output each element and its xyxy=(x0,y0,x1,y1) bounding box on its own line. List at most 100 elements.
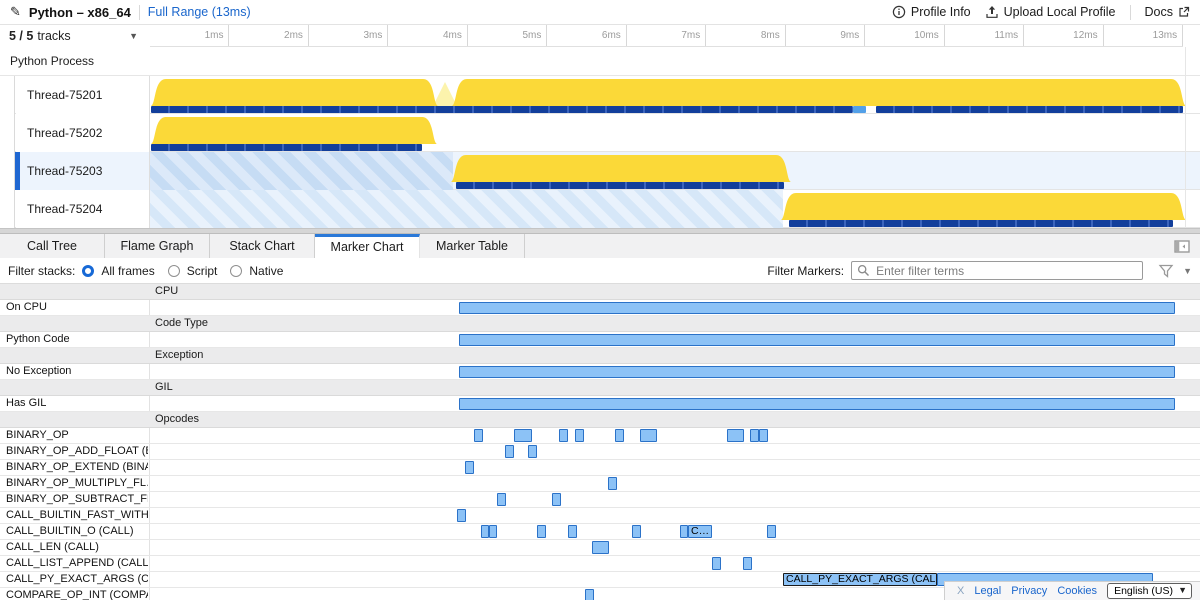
tab-flame-graph[interactable]: Flame Graph xyxy=(105,234,210,258)
marker-row-label: BINARY_OP_MULTIPLY_FL… xyxy=(6,477,148,489)
edit-profile-name-icon[interactable]: ✎ xyxy=(10,4,21,19)
language-select[interactable]: English (US) ▼ xyxy=(1107,583,1192,599)
thread-track-row[interactable]: Thread-75201 xyxy=(0,76,1200,114)
marker-chart-row: BINARY_OP_ADD_FLOAT (B… xyxy=(0,444,1200,460)
process-group-header[interactable]: Python Process xyxy=(0,47,1200,76)
marker[interactable] xyxy=(743,557,752,570)
marker[interactable] xyxy=(750,429,759,442)
marker[interactable] xyxy=(615,429,624,442)
row-divider xyxy=(149,300,150,315)
marker[interactable] xyxy=(592,541,609,554)
marker[interactable] xyxy=(497,493,506,506)
panel-splitter[interactable] xyxy=(0,228,1200,234)
marker-interval-bar[interactable] xyxy=(459,334,1175,346)
cookies-link[interactable]: Cookies xyxy=(1057,585,1098,597)
marker[interactable] xyxy=(575,429,584,442)
marker[interactable] xyxy=(585,589,594,600)
docs-link[interactable]: Docs xyxy=(1145,5,1190,19)
marker-category-header: Opcodes xyxy=(0,412,1200,428)
radio-script-label[interactable]: Script xyxy=(186,263,218,278)
upload-icon xyxy=(985,5,999,19)
marker[interactable] xyxy=(489,525,497,538)
sidebar-toggle-button[interactable] xyxy=(1174,239,1190,253)
tab-marker-chart[interactable]: Marker Chart xyxy=(315,234,420,258)
thread-activity-canvas[interactable] xyxy=(0,152,1200,190)
filter-dropdown-icon[interactable]: ▼ xyxy=(1183,265,1192,276)
thread-activity-canvas[interactable] xyxy=(0,190,1200,228)
marker[interactable] xyxy=(640,429,657,442)
profile-info-button[interactable]: Profile Info xyxy=(892,5,971,19)
row-divider xyxy=(149,556,150,571)
legal-link[interactable]: Legal xyxy=(974,585,1002,597)
marker[interactable] xyxy=(680,525,688,538)
marker[interactable] xyxy=(712,557,721,570)
marker[interactable] xyxy=(552,493,561,506)
tab-call-tree[interactable]: Call Tree xyxy=(0,234,105,258)
marker[interactable]: CALL_PY_EXACT_ARGS (CALL) xyxy=(783,573,937,586)
tracks-dropdown-icon[interactable]: ▼ xyxy=(129,31,138,41)
thread-track-row[interactable]: Thread-75204 xyxy=(0,190,1200,228)
privacy-link[interactable]: Privacy xyxy=(1011,585,1048,597)
marker-interval-bar[interactable] xyxy=(459,366,1175,378)
search-icon xyxy=(857,264,870,280)
divider xyxy=(138,4,140,20)
marker[interactable] xyxy=(559,429,568,442)
radio-native-label[interactable]: Native xyxy=(249,263,284,278)
marker-filter-input[interactable] xyxy=(851,261,1144,280)
marker-category-header: Exception xyxy=(0,348,1200,364)
ruler-tick: 11ms xyxy=(945,25,1025,46)
marker-category-header: GIL xyxy=(0,380,1200,396)
cookie-close-button[interactable]: X xyxy=(956,585,965,597)
thread-track-label[interactable]: Thread-75201 xyxy=(16,76,150,114)
marker-chart-row: On CPU xyxy=(0,300,1200,316)
tab-marker-table[interactable]: Marker Table xyxy=(420,234,525,258)
tab-stack-chart[interactable]: Stack Chart xyxy=(210,234,315,258)
tracks-summary[interactable]: 5 / 5 tracks ▼ xyxy=(9,29,138,43)
interval-markers-bar xyxy=(151,106,853,113)
marker[interactable] xyxy=(505,445,514,458)
marker-interval-bar[interactable] xyxy=(459,398,1175,410)
marker[interactable] xyxy=(608,477,617,490)
timeline-ruler-row: 5 / 5 tracks ▼ 1ms 2ms 3ms 4ms 5ms 6ms 7ms 8ms 9… xyxy=(0,25,1200,47)
filter-funnel-icon[interactable] xyxy=(1158,264,1174,278)
thread-activity-canvas[interactable] xyxy=(0,114,1200,152)
thread-track-label[interactable]: Thread-75202 xyxy=(16,114,150,152)
marker[interactable]: C… xyxy=(688,525,712,538)
radio-native[interactable] xyxy=(230,264,243,277)
track-gutter xyxy=(0,76,15,114)
marker[interactable] xyxy=(767,525,776,538)
row-divider xyxy=(149,428,150,443)
marker[interactable] xyxy=(632,525,641,538)
thread-track-label[interactable]: Thread-75204 xyxy=(16,190,150,228)
marker[interactable] xyxy=(537,525,546,538)
marker-interval-bar[interactable] xyxy=(459,302,1175,314)
radio-all-frames[interactable] xyxy=(82,264,95,277)
marker[interactable] xyxy=(759,429,768,442)
marker[interactable] xyxy=(528,445,537,458)
upload-profile-button[interactable]: Upload Local Profile xyxy=(985,5,1116,19)
marker-row-label: BINARY_OP_EXTEND (BINA… xyxy=(6,461,148,473)
full-range-button[interactable]: Full Range (13ms) xyxy=(147,5,251,19)
thread-track-label[interactable]: Thread-75203 xyxy=(16,152,150,190)
marker[interactable] xyxy=(514,429,532,442)
time-ruler[interactable]: 1ms 2ms 3ms 4ms 5ms 6ms 7ms 8ms 9ms 10ms 11ms 12ms 1… xyxy=(150,25,1184,47)
radio-script[interactable] xyxy=(167,264,180,277)
thread-activity-canvas[interactable] xyxy=(0,76,1200,114)
radio-all-frames-label[interactable]: All frames xyxy=(101,263,155,278)
marker-chart-row: BINARY_OP_EXTEND (BINA… xyxy=(0,460,1200,476)
marker[interactable] xyxy=(481,525,489,538)
marker-row-label: On CPU xyxy=(6,301,47,313)
row-divider xyxy=(149,492,150,507)
marker[interactable] xyxy=(568,525,577,538)
marker-chart-row: BINARY_OP_MULTIPLY_FL… xyxy=(0,476,1200,492)
marker[interactable] xyxy=(474,429,483,442)
interval-markers-bar xyxy=(853,106,866,113)
thread-track-row[interactable]: Thread-75202 xyxy=(0,114,1200,152)
row-divider xyxy=(149,540,150,555)
marker[interactable] xyxy=(465,461,474,474)
marker[interactable] xyxy=(727,429,744,442)
marker-chart-row: CALL_BUILTIN_O (CALL) C… xyxy=(0,524,1200,540)
cpu-usage-graph xyxy=(451,155,791,182)
marker[interactable] xyxy=(457,509,466,522)
thread-track-row[interactable]: Thread-75203 xyxy=(0,152,1200,190)
